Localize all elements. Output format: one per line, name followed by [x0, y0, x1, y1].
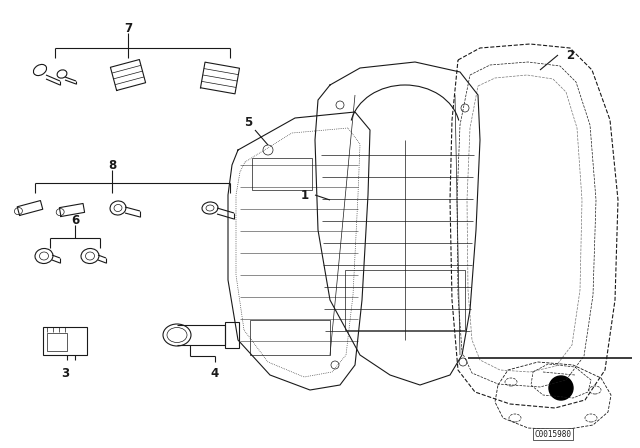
Text: 5: 5 [244, 116, 252, 129]
Bar [250, 320, 330, 355]
Text: 8: 8 [108, 159, 116, 172]
Text: 3: 3 [61, 366, 69, 379]
Text: 2: 2 [566, 48, 574, 61]
Bar [47, 333, 67, 351]
Bar [345, 270, 465, 330]
Text: C0015980: C0015980 [534, 430, 572, 439]
Bar [252, 158, 312, 190]
Text: 1: 1 [301, 189, 309, 202]
Text: 6: 6 [71, 214, 79, 227]
Circle shape [549, 376, 573, 400]
Text: 7: 7 [124, 22, 132, 34]
Bar [225, 322, 239, 348]
Text: 4: 4 [211, 366, 219, 379]
Bar [43, 327, 87, 355]
